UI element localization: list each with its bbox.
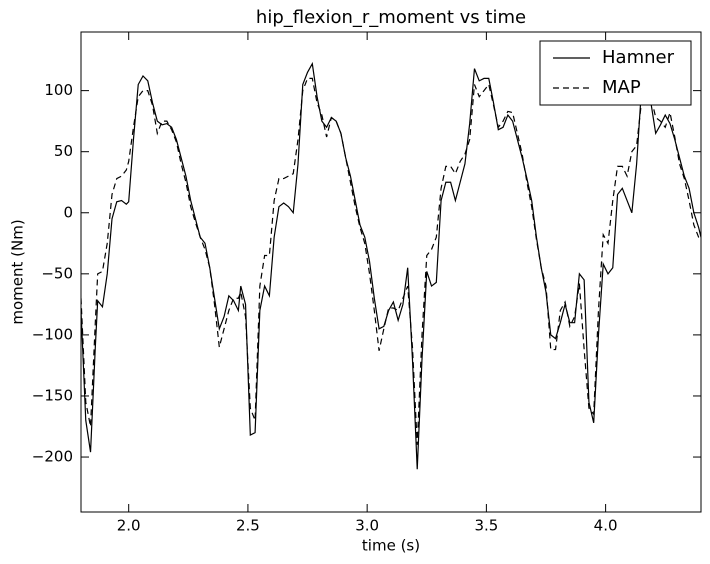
x-tick-label: 3.0 <box>355 517 379 535</box>
y-tick-label: −100 <box>32 325 73 343</box>
legend-box <box>539 40 692 106</box>
chart-title: hip_flexion_r_moment vs time <box>256 7 526 28</box>
y-tick-label: −150 <box>32 386 73 404</box>
x-tick-label: 3.5 <box>474 517 498 535</box>
x-tick-label: 4.0 <box>594 517 618 535</box>
x-tick-label: 2.5 <box>236 517 260 535</box>
y-tick-label: −50 <box>41 264 73 282</box>
x-tick-label: 2.0 <box>117 517 141 535</box>
y-tick-label: 50 <box>54 142 73 160</box>
y-tick-label: −200 <box>32 448 73 466</box>
legend-label: Hamner <box>602 47 675 68</box>
plot-frame <box>80 31 702 513</box>
legend-label: MAP <box>602 77 641 98</box>
x-axis-label: time (s) <box>362 537 420 555</box>
y-tick-label: 100 <box>44 81 73 99</box>
y-tick-label: 0 <box>63 203 73 221</box>
y-axis-label: moment (Nm) <box>9 219 27 324</box>
